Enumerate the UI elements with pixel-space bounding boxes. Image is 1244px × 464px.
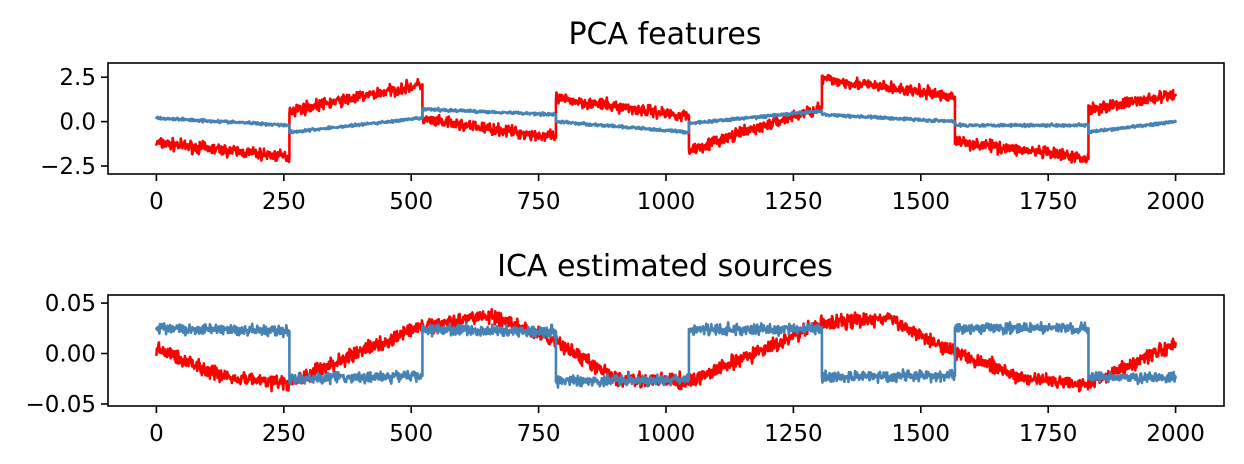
pca-x-tick-label: 1750 (1019, 189, 1078, 215)
ica-x-tick-label: 1500 (892, 421, 951, 447)
pca-series-1-line (155, 73, 1177, 164)
ica-x-axis: 0 250 500 750 1000 1250 1500 1750 2000 (149, 406, 1205, 447)
ica-x-tick-label: 1250 (764, 421, 823, 447)
pca-plot-layer (155, 73, 1177, 164)
ica-y-tick-label: 0.05 (45, 291, 96, 317)
ica-x-tick-label: 0 (149, 421, 164, 447)
pca-features-panel: PCA features 0 250 500 750 1000 1250 1500 1750 2… (40, 17, 1225, 215)
pca-x-tick-label: 250 (262, 189, 306, 215)
pca-x-tick-label: 2000 (1146, 189, 1205, 215)
pca-chart-title: PCA features (568, 17, 761, 52)
ica-axes-frame (107, 294, 1225, 407)
ica-x-tick-label: 750 (517, 421, 561, 447)
ica-sources-panel: ICA estimated sources 0 250 500 750 1000 1250… (26, 249, 1225, 447)
pca-y-tick-label: 2.5 (59, 65, 96, 91)
ica-y-axis: 0.05 0.00 −0.05 (26, 291, 108, 418)
pca-x-tick-label: 0 (149, 189, 164, 215)
ica-y-tick-label: −0.05 (26, 392, 96, 418)
pca-y-tick-label: 0.0 (59, 110, 96, 136)
ica-chart-title: ICA estimated sources (497, 249, 833, 284)
pca-x-axis: 0 250 500 750 1000 1250 1500 1750 2000 (149, 174, 1205, 215)
ica-plot-layer (155, 308, 1177, 393)
pca-x-tick-label: 1500 (892, 189, 951, 215)
pca-x-tick-label: 500 (389, 189, 433, 215)
ica-x-tick-label: 500 (389, 421, 433, 447)
ica-series-2-line (155, 320, 1177, 389)
ica-x-tick-label: 1750 (1019, 421, 1078, 447)
ica-x-tick-label: 1000 (637, 421, 696, 447)
pca-y-axis: 2.5 0.0 −2.5 (40, 65, 108, 180)
pca-x-tick-label: 1250 (764, 189, 823, 215)
pca-y-tick-label: −2.5 (40, 154, 96, 180)
pca-x-tick-label: 1000 (637, 189, 696, 215)
ica-x-tick-label: 250 (262, 421, 306, 447)
pca-series-2-line (155, 106, 1177, 135)
ica-x-tick-label: 2000 (1146, 421, 1205, 447)
ica-y-tick-label: 0.00 (45, 342, 96, 368)
pca-x-tick-label: 750 (517, 189, 561, 215)
